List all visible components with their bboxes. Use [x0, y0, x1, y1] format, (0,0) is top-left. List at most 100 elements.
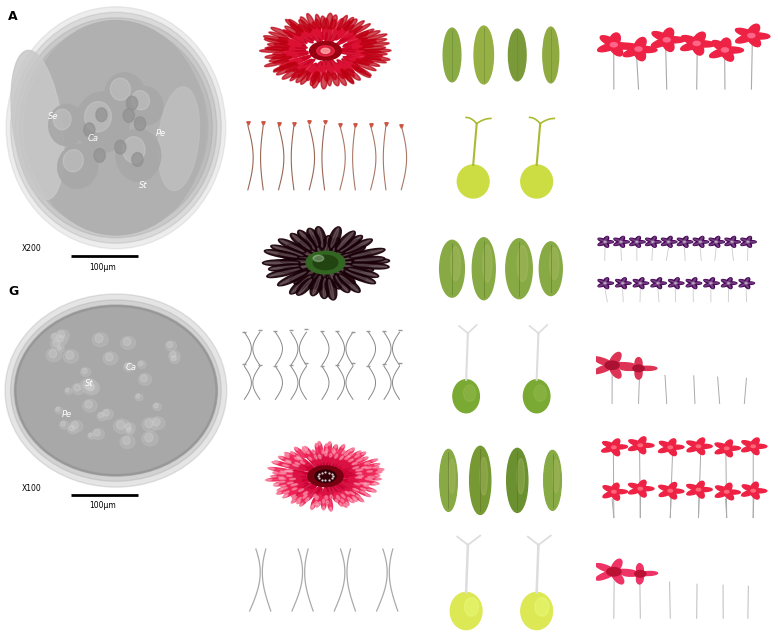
- Ellipse shape: [353, 62, 376, 70]
- Ellipse shape: [646, 238, 654, 243]
- Ellipse shape: [312, 72, 320, 88]
- Ellipse shape: [314, 493, 321, 504]
- Ellipse shape: [637, 487, 647, 497]
- Ellipse shape: [326, 13, 332, 29]
- Ellipse shape: [318, 455, 321, 458]
- Ellipse shape: [68, 425, 78, 434]
- Ellipse shape: [306, 251, 345, 274]
- Ellipse shape: [353, 498, 357, 502]
- Ellipse shape: [314, 456, 322, 469]
- Ellipse shape: [335, 455, 338, 458]
- Ellipse shape: [691, 41, 715, 47]
- Ellipse shape: [630, 239, 638, 242]
- Ellipse shape: [268, 467, 293, 472]
- Ellipse shape: [343, 479, 366, 485]
- Ellipse shape: [619, 236, 625, 243]
- Ellipse shape: [356, 485, 372, 491]
- Ellipse shape: [310, 41, 342, 60]
- Ellipse shape: [286, 475, 293, 476]
- Ellipse shape: [123, 137, 145, 163]
- Ellipse shape: [639, 277, 644, 284]
- Ellipse shape: [603, 490, 617, 498]
- Ellipse shape: [621, 277, 626, 284]
- Ellipse shape: [294, 457, 299, 460]
- Text: Q: Q: [244, 535, 253, 545]
- Ellipse shape: [289, 245, 314, 257]
- Ellipse shape: [335, 269, 353, 283]
- Ellipse shape: [304, 446, 314, 460]
- Ellipse shape: [359, 471, 382, 474]
- Ellipse shape: [286, 460, 291, 462]
- Ellipse shape: [620, 366, 640, 370]
- Ellipse shape: [723, 490, 741, 494]
- Ellipse shape: [127, 428, 131, 432]
- Ellipse shape: [662, 242, 670, 245]
- Ellipse shape: [603, 486, 617, 493]
- Ellipse shape: [56, 330, 69, 342]
- Ellipse shape: [612, 490, 616, 493]
- Ellipse shape: [297, 457, 310, 465]
- Ellipse shape: [300, 72, 310, 84]
- Ellipse shape: [314, 494, 317, 497]
- Ellipse shape: [359, 480, 379, 485]
- Ellipse shape: [615, 239, 622, 242]
- Ellipse shape: [138, 361, 146, 368]
- Ellipse shape: [630, 238, 639, 243]
- Ellipse shape: [356, 59, 380, 66]
- Ellipse shape: [609, 33, 620, 48]
- Ellipse shape: [605, 283, 608, 288]
- Ellipse shape: [726, 242, 734, 245]
- Ellipse shape: [297, 497, 301, 501]
- Ellipse shape: [353, 488, 359, 491]
- Ellipse shape: [127, 86, 163, 125]
- Ellipse shape: [352, 497, 356, 500]
- Ellipse shape: [720, 48, 734, 61]
- Ellipse shape: [294, 269, 317, 284]
- Ellipse shape: [326, 448, 328, 453]
- Ellipse shape: [669, 283, 677, 286]
- Ellipse shape: [638, 444, 643, 446]
- Ellipse shape: [544, 450, 562, 511]
- Ellipse shape: [340, 503, 342, 507]
- Ellipse shape: [348, 480, 369, 485]
- Ellipse shape: [650, 241, 661, 243]
- Ellipse shape: [265, 47, 289, 51]
- Ellipse shape: [289, 36, 307, 43]
- Ellipse shape: [296, 71, 308, 83]
- Ellipse shape: [340, 463, 356, 470]
- Ellipse shape: [635, 241, 645, 243]
- Ellipse shape: [619, 241, 629, 243]
- Ellipse shape: [326, 60, 333, 75]
- Ellipse shape: [661, 241, 671, 246]
- Ellipse shape: [687, 280, 695, 283]
- Ellipse shape: [269, 32, 289, 39]
- Ellipse shape: [651, 280, 660, 283]
- Ellipse shape: [336, 63, 348, 74]
- Ellipse shape: [692, 32, 706, 46]
- Ellipse shape: [316, 496, 318, 500]
- Text: Pe: Pe: [61, 410, 72, 418]
- Ellipse shape: [335, 27, 349, 40]
- Ellipse shape: [322, 490, 326, 502]
- Ellipse shape: [154, 403, 158, 408]
- Ellipse shape: [356, 53, 383, 57]
- Ellipse shape: [281, 481, 301, 487]
- Ellipse shape: [598, 279, 607, 284]
- Ellipse shape: [669, 280, 677, 283]
- Ellipse shape: [714, 241, 724, 243]
- Ellipse shape: [286, 462, 306, 469]
- Ellipse shape: [279, 476, 298, 479]
- Ellipse shape: [126, 428, 134, 435]
- Ellipse shape: [636, 573, 643, 584]
- Ellipse shape: [449, 459, 455, 493]
- Ellipse shape: [105, 73, 145, 117]
- Ellipse shape: [352, 257, 385, 263]
- Ellipse shape: [335, 457, 349, 469]
- Ellipse shape: [293, 465, 313, 472]
- Text: X200: X200: [22, 244, 41, 253]
- Ellipse shape: [725, 241, 734, 246]
- Ellipse shape: [751, 490, 755, 492]
- Ellipse shape: [656, 283, 666, 284]
- Ellipse shape: [279, 239, 306, 253]
- Ellipse shape: [605, 237, 608, 242]
